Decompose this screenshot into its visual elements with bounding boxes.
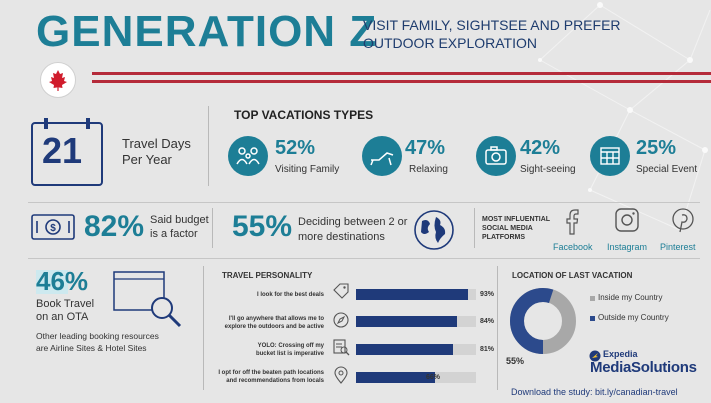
vacation-label-relaxing: Relaxing <box>409 164 448 175</box>
download-link[interactable]: Download the study: bit.ly/canadian-trav… <box>511 387 678 397</box>
ota-line2: on an OTA <box>36 311 89 323</box>
ota-line1: Book Travel <box>36 298 95 310</box>
divider <box>203 266 204 390</box>
location-heading: LOCATION OF LAST VACATION <box>512 271 633 280</box>
trait-line: I look for the best deals <box>256 292 324 298</box>
destinations-line2: more destinations <box>298 231 385 243</box>
budget-pct: 82% <box>84 210 145 243</box>
page-title: GENERATION Z <box>36 7 378 56</box>
calendar-icon <box>30 117 104 187</box>
ota-pct: 46% <box>36 266 89 296</box>
divider <box>212 208 213 248</box>
instagram-label[interactable]: Instagram <box>607 242 648 252</box>
checklist-icon <box>332 338 350 356</box>
donut-outside-segment <box>510 288 576 354</box>
trait-bar-fill <box>356 316 457 327</box>
trait-text: I'll go anywhere that allows me to explor… <box>184 315 324 331</box>
trait-pct: 84% <box>480 318 495 325</box>
legend-outside-swatch <box>590 316 595 321</box>
vacation-pct-special-event: 25% <box>636 137 677 159</box>
destinations-pct: 55% <box>232 210 293 243</box>
pinterest-icon[interactable] <box>670 207 696 235</box>
location-donut-chart <box>510 288 576 354</box>
trait-bar-fill <box>356 289 468 300</box>
tag-icon <box>332 282 350 300</box>
divider <box>474 208 475 248</box>
personality-heading: TRAVEL PERSONALITY <box>222 271 313 280</box>
compass-icon <box>332 311 350 329</box>
facebook-icon[interactable] <box>562 206 582 236</box>
social-heading-line2: SOCIAL MEDIA <box>482 225 533 232</box>
lounge-chair-icon <box>362 136 402 176</box>
trait-bar-fill <box>356 344 454 355</box>
instagram-icon[interactable] <box>614 207 640 233</box>
header-stripe-top <box>92 72 711 75</box>
budget-line2: is a factor <box>150 228 198 240</box>
legend-inside-swatch <box>590 296 595 301</box>
trait-line: YOLO: Crossing off my <box>257 343 324 349</box>
top-vacations-heading: TOP VACATIONS TYPES <box>234 108 374 122</box>
trait-bar-fill <box>356 372 436 383</box>
divider <box>497 266 498 390</box>
canada-flag-icon <box>40 62 76 98</box>
travel-days-label-line2: Per Year <box>122 152 172 167</box>
brand-line2: MediaSolutions <box>590 359 697 376</box>
vacation-pct-relaxing: 47% <box>405 137 446 159</box>
trait-text: YOLO: Crossing off my bucket list is impe… <box>184 342 324 358</box>
trait-pct: 81% <box>480 346 495 353</box>
brand-line1: Expedia <box>603 349 638 359</box>
legend-inside-label: Inside my Country <box>598 293 663 302</box>
vacation-label-special-event: Special Event <box>636 164 698 175</box>
location-pin-icon <box>333 366 349 384</box>
trait-line: I opt for off the beaten path locations <box>218 370 324 376</box>
trait-pct: 66% <box>426 374 441 381</box>
budget-line1: Said budget <box>150 214 209 226</box>
ota-note-line1: Other leading booking resources <box>36 331 159 341</box>
page-subtitle: VISIT FAMILY, SIGHTSEE AND PREFER OUTDOO… <box>363 17 621 51</box>
money-icon: $ <box>30 213 76 241</box>
ota-note-line2: are Airline Sites & Hotel Sites <box>36 343 147 353</box>
trait-line: explore the outdoors and be active <box>224 324 324 330</box>
camera-icon <box>476 136 516 176</box>
destinations-line1: Deciding between 2 or <box>298 216 408 228</box>
travel-days-value: 21 <box>42 130 83 171</box>
trait-line: bucket list is imperative <box>255 351 324 357</box>
vacation-label-sightseeing: Sight-seeing <box>520 164 576 175</box>
network-decoration <box>538 2 711 231</box>
family-icon <box>228 136 268 176</box>
browser-search-icon <box>112 270 186 328</box>
pinterest-label[interactable]: Pinterest <box>660 242 696 252</box>
row-divider <box>28 202 700 203</box>
facebook-label[interactable]: Facebook <box>553 242 593 252</box>
globe-icon <box>412 208 456 252</box>
travel-days-label-line1: Travel Days <box>122 136 191 151</box>
row-divider <box>28 258 700 259</box>
vacation-label-family: Visiting Family <box>275 164 340 175</box>
trait-text: I opt for off the beaten path locations a… <box>184 369 324 385</box>
social-heading-line3: PLATFORMS <box>482 234 526 241</box>
calendar-event-icon <box>590 136 630 176</box>
vacation-pct-family: 52% <box>275 137 316 159</box>
trait-pct: 93% <box>480 291 495 298</box>
trait-line: I'll go anywhere that allows me to <box>228 316 324 322</box>
donut-pct-label: 55% <box>506 356 525 366</box>
ota-pct-highlight <box>36 270 68 294</box>
divider <box>208 106 209 186</box>
expedia-logo-icon <box>589 349 601 362</box>
header-stripe-bottom <box>92 80 711 83</box>
social-heading-line1: MOST INFLUENTIAL <box>482 216 551 223</box>
trait-line: and recommendations from locals <box>226 378 324 384</box>
svg-text:$: $ <box>50 223 56 234</box>
trait-text: I look for the best deals <box>184 291 324 299</box>
legend-outside-label: Outside my Country <box>598 313 669 322</box>
vacation-pct-sightseeing: 42% <box>520 137 561 159</box>
